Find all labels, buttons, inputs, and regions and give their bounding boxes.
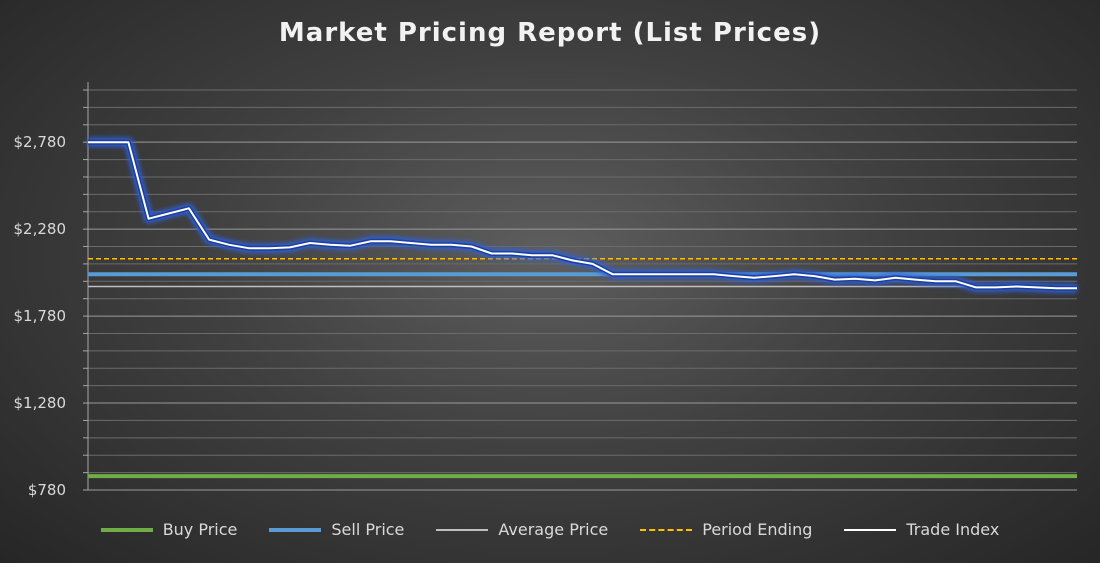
- legend-swatch-period-ending: [640, 528, 693, 531]
- trade-index-glow: [88, 137, 1077, 293]
- chart-title: Market Pricing Report (List Prices): [278, 18, 822, 48]
- legend-label: Buy Price: [162, 520, 238, 539]
- y-tick-label: $1,280: [14, 394, 67, 412]
- y-axis: $780 $1,280 $1,780 $2,280 $2,780: [14, 82, 89, 499]
- legend: Buy Price Sell Price Average Price Period E…: [0, 520, 1100, 539]
- legend-label: Period Ending: [702, 520, 813, 539]
- y-tick-label: $2,280: [14, 220, 67, 238]
- legend-swatch-buy-price: [100, 527, 153, 532]
- legend-swatch-trade-index: [844, 528, 897, 531]
- legend-item-trade-index: Trade Index: [844, 520, 999, 539]
- legend-label: Average Price: [498, 520, 609, 539]
- trade-index-line: [88, 141, 1077, 290]
- series-layer: [88, 137, 1077, 479]
- legend-item-sell-price: Sell Price: [269, 520, 404, 539]
- y-tick-label: $780: [28, 481, 66, 499]
- legend-item-average-price: Average Price: [436, 520, 608, 539]
- legend-item-buy-price: Buy Price: [100, 520, 238, 539]
- legend-swatch-sell-price: [269, 527, 322, 532]
- y-tick-label: $1,780: [14, 307, 67, 325]
- legend-swatch-average-price: [436, 528, 489, 531]
- y-tick-label: $2,780: [14, 133, 67, 151]
- legend-label: Sell Price: [331, 520, 405, 539]
- grid-layer: [88, 89, 1077, 491]
- legend-item-period-ending: Period Ending: [640, 520, 812, 539]
- legend-label: Trade Index: [906, 520, 1000, 539]
